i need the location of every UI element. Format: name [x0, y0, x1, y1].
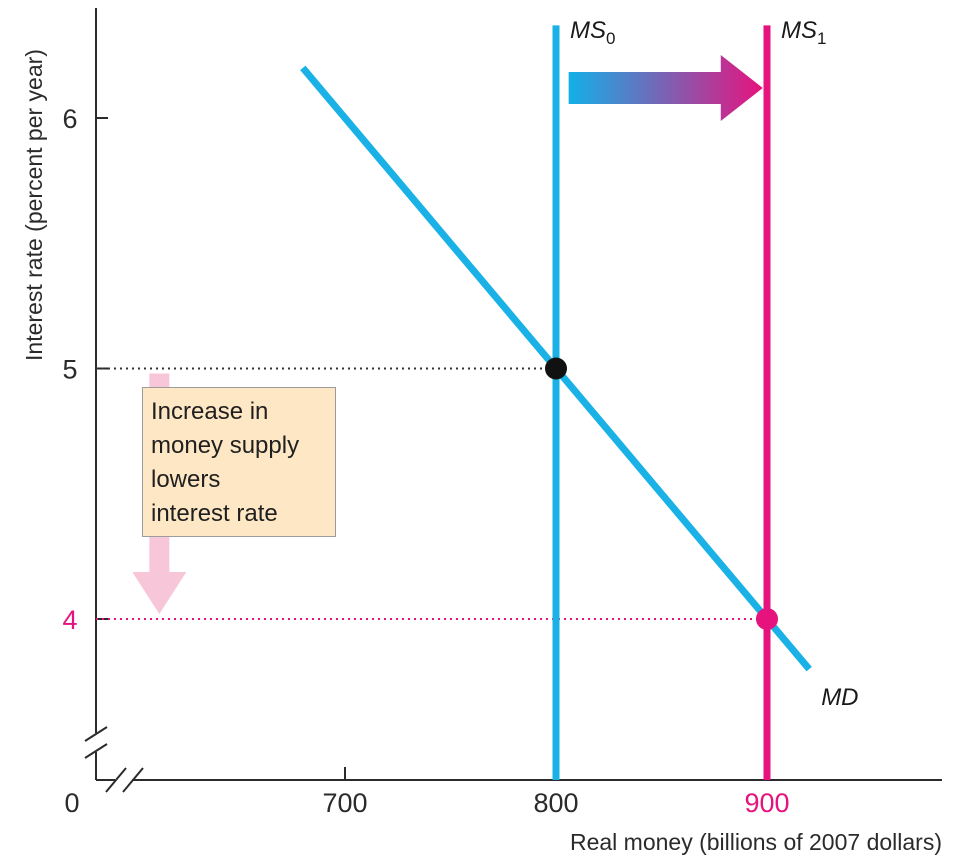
y-axis-title: Interest rate (percent per year): [21, 49, 47, 361]
equilibrium-point: [756, 608, 778, 630]
x-tick-label: 800: [533, 788, 578, 818]
annotation-box: Increase in money supply lowers interest…: [142, 387, 336, 537]
ms1-label: MS1: [781, 17, 826, 48]
money-supply-shift-arrow: [568, 54, 763, 121]
y-tick-label: 4: [62, 605, 77, 635]
origin-label: 0: [64, 788, 79, 818]
annotation-line: interest rate: [151, 500, 278, 527]
dotted-guides: [96, 367, 767, 620]
ms0-label: MS0: [570, 17, 615, 48]
x-axis-title: Real money (billions of 2007 dollars): [570, 829, 942, 855]
equilibrium-points: [545, 357, 778, 630]
y-tick-label: 5: [62, 355, 77, 385]
x-tick-label: 700: [322, 788, 367, 818]
series-lines: [300, 25, 812, 780]
annotation-line: money supply: [151, 432, 300, 459]
equilibrium-point: [545, 357, 567, 380]
y-axis-break: [84, 726, 108, 759]
y-tick-label: 6: [62, 104, 77, 134]
md-label: MD: [821, 684, 858, 711]
y-ticks: 6 5 4: [62, 104, 108, 635]
x-tick-label: 900: [744, 788, 789, 818]
x-ticks: 700 800 900: [322, 767, 790, 818]
curve-labels: MD MS0 MS1: [570, 17, 859, 711]
annotation-line: Increase in: [151, 398, 269, 425]
x-axis-break: [105, 767, 144, 793]
annotation-line: lowers: [151, 466, 221, 493]
